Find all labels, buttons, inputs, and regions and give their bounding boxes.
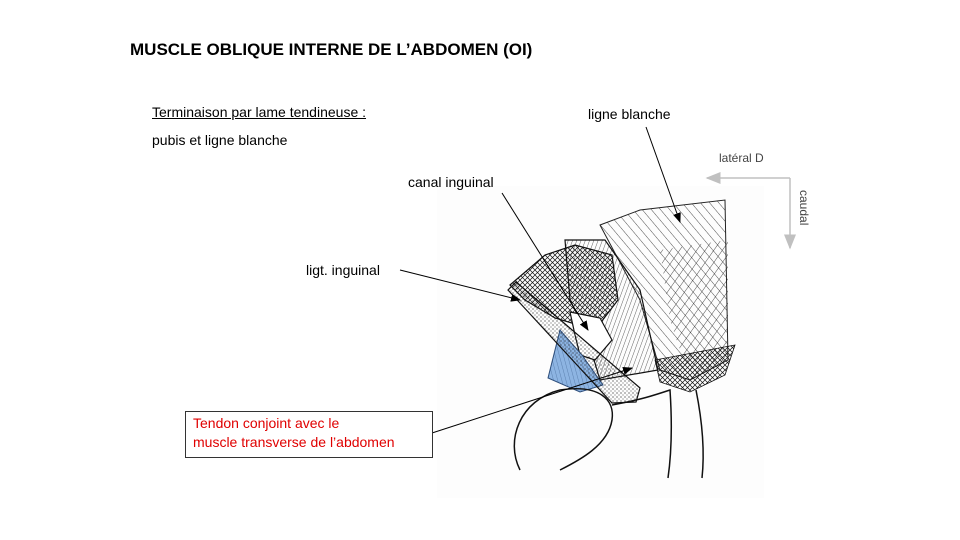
tendon-callout-box (185, 411, 433, 458)
label-caudal: caudal (797, 190, 811, 226)
subtitle-detail: pubis et ligne blanche (152, 132, 288, 148)
label-ligne-blanche: ligne blanche (588, 106, 671, 122)
pubic-bone-outline (513, 388, 614, 471)
inguinal-ligament (507, 281, 641, 404)
label-canal-inguinal: canal inguinal (408, 174, 494, 190)
aponeurosis-chevron (660, 240, 728, 380)
symphysis-outline (695, 389, 704, 479)
leader-ligne-blanche (645, 126, 681, 223)
subtitle-heading: Terminaison par lame tendineuse : (152, 104, 367, 120)
label-ligt-inguinal: ligt. inguinal (306, 262, 380, 278)
leader-canal-inguinal (501, 192, 589, 331)
tendon-callout-line1: Tendon conjoint avec le (193, 415, 340, 431)
page-title: MUSCLE OBLIQUE INTERNE DE L’ABDOMEN (OI) (130, 40, 533, 59)
pubis-right-outline (611, 388, 673, 479)
leader-tendon-conjoint (431, 366, 633, 434)
tendon-callout-line2: muscle transverse de l’abdomen (193, 434, 395, 450)
label-lateral: latéral D (719, 151, 764, 165)
symphysis-fibers (654, 344, 736, 393)
leader-ligt-inguinal (399, 269, 521, 302)
